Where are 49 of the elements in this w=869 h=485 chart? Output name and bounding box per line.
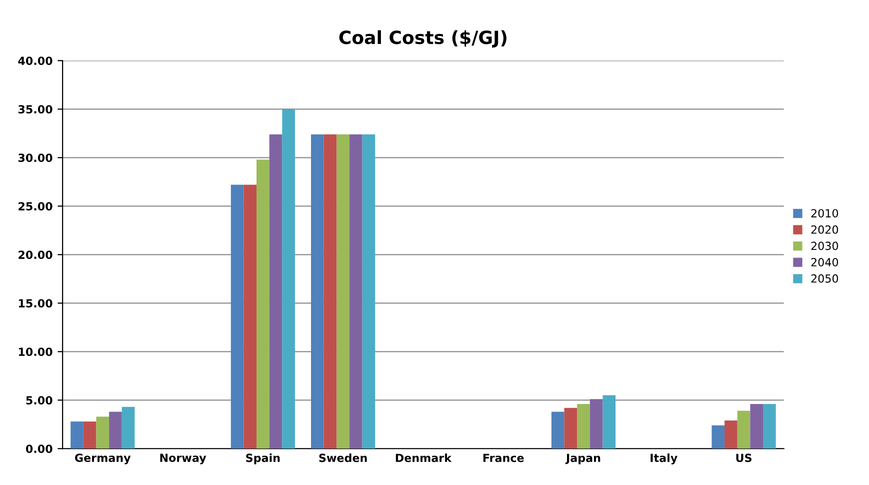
bar bbox=[551, 412, 564, 449]
x-tick-label: Sweden bbox=[319, 453, 367, 462]
chart-title: Coal Costs ($/GJ) bbox=[339, 30, 506, 48]
bar bbox=[602, 395, 616, 449]
legend-label: 2020 bbox=[811, 225, 838, 234]
bar bbox=[577, 404, 590, 449]
y-tick-label: 20.00 bbox=[18, 250, 52, 260]
bar bbox=[109, 412, 122, 449]
bar bbox=[336, 134, 350, 449]
bar bbox=[362, 134, 376, 449]
y-tick-label: 10.00 bbox=[18, 348, 52, 356]
bar bbox=[324, 134, 337, 449]
bar bbox=[763, 404, 776, 449]
bar bbox=[311, 134, 324, 449]
x-tick-label: Spain bbox=[246, 453, 280, 464]
x-tick-label: Denmark bbox=[396, 453, 452, 462]
bar bbox=[244, 184, 257, 449]
bar bbox=[96, 416, 110, 449]
x-tick-label: Japan bbox=[565, 454, 600, 464]
bar bbox=[564, 408, 578, 449]
bar bbox=[83, 421, 96, 449]
x-tick-label: Norway bbox=[160, 454, 206, 464]
bar bbox=[282, 109, 295, 449]
x-tick-label: France bbox=[483, 454, 524, 462]
bar bbox=[269, 134, 282, 449]
y-tick-label: 0.00 bbox=[26, 444, 52, 454]
bar bbox=[230, 184, 244, 449]
bar bbox=[724, 420, 738, 449]
bar bbox=[737, 410, 750, 449]
bar bbox=[70, 421, 84, 449]
x-tick-label: Italy bbox=[650, 453, 678, 464]
y-tick-label: 40.00 bbox=[18, 56, 52, 66]
legend-label: 2010 bbox=[811, 209, 838, 218]
y-tick-label: 35.00 bbox=[18, 105, 52, 114]
y-tick-label: 5.00 bbox=[26, 396, 52, 405]
legend-label: 2030 bbox=[811, 242, 838, 250]
x-tick-label: Germany bbox=[75, 454, 131, 464]
y-tick-label: 15.00 bbox=[18, 299, 52, 308]
legend-label: 2050 bbox=[811, 274, 838, 283]
x-tick-label: US bbox=[736, 454, 752, 462]
bar bbox=[122, 406, 135, 449]
bar bbox=[349, 134, 362, 449]
bar bbox=[256, 160, 270, 449]
bar bbox=[750, 404, 763, 449]
y-tick-label: 30.00 bbox=[18, 154, 52, 162]
bar bbox=[590, 399, 603, 449]
y-tick-label: 25.00 bbox=[18, 202, 52, 211]
bar bbox=[712, 425, 725, 449]
legend-label: 2040 bbox=[811, 258, 838, 266]
